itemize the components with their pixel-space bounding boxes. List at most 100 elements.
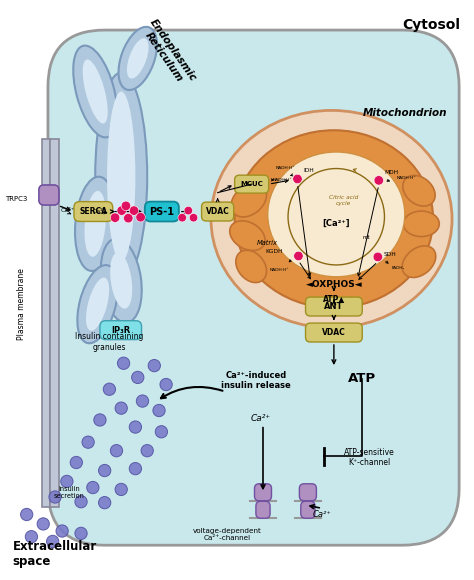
Circle shape xyxy=(56,525,68,537)
Circle shape xyxy=(70,456,82,469)
Text: ATP: ATP xyxy=(348,372,376,385)
Text: Matrix: Matrix xyxy=(257,240,278,246)
Circle shape xyxy=(75,495,87,508)
Circle shape xyxy=(374,176,383,185)
Circle shape xyxy=(153,404,165,416)
Ellipse shape xyxy=(268,152,405,277)
Text: Endoplasmic
Reticulum: Endoplasmic Reticulum xyxy=(138,17,198,90)
Text: SERCA: SERCA xyxy=(79,207,107,216)
FancyBboxPatch shape xyxy=(306,323,362,342)
Ellipse shape xyxy=(107,92,136,262)
Circle shape xyxy=(189,213,198,222)
Circle shape xyxy=(110,213,120,222)
Circle shape xyxy=(82,436,94,448)
Ellipse shape xyxy=(211,110,452,328)
Text: Ca²⁺: Ca²⁺ xyxy=(93,209,107,214)
Circle shape xyxy=(124,213,133,223)
Text: VDAC: VDAC xyxy=(206,207,229,216)
Circle shape xyxy=(61,475,73,488)
FancyBboxPatch shape xyxy=(255,484,272,501)
Circle shape xyxy=(129,462,142,475)
Ellipse shape xyxy=(73,46,117,137)
Text: voltage-dependent
Ca²⁺-channel: voltage-dependent Ca²⁺-channel xyxy=(193,528,262,541)
Text: MDH: MDH xyxy=(384,170,399,175)
Ellipse shape xyxy=(230,221,265,251)
Bar xyxy=(42,139,50,508)
Ellipse shape xyxy=(402,246,436,277)
Text: mt: mt xyxy=(362,235,370,240)
Ellipse shape xyxy=(118,27,157,90)
Text: ANT: ANT xyxy=(324,302,344,311)
Text: Ca²⁺: Ca²⁺ xyxy=(61,208,75,213)
Ellipse shape xyxy=(95,72,147,281)
Circle shape xyxy=(294,251,303,260)
Text: Cytosol: Cytosol xyxy=(402,18,460,32)
Circle shape xyxy=(184,206,192,215)
Circle shape xyxy=(118,357,130,369)
Text: Plasma membrane: Plasma membrane xyxy=(18,268,27,340)
Ellipse shape xyxy=(82,60,108,124)
Circle shape xyxy=(141,444,154,457)
Text: SDH: SDH xyxy=(383,252,396,257)
Text: FADH₂: FADH₂ xyxy=(392,266,405,270)
Text: NADH·H⁺: NADH·H⁺ xyxy=(275,166,295,171)
Circle shape xyxy=(373,252,383,262)
FancyBboxPatch shape xyxy=(201,202,234,221)
FancyBboxPatch shape xyxy=(306,297,362,316)
FancyBboxPatch shape xyxy=(39,185,59,205)
Ellipse shape xyxy=(86,278,109,331)
Text: TRPC3: TRPC3 xyxy=(5,196,28,202)
Circle shape xyxy=(132,371,144,383)
Circle shape xyxy=(129,421,142,433)
FancyBboxPatch shape xyxy=(145,202,179,222)
Ellipse shape xyxy=(110,252,132,309)
FancyBboxPatch shape xyxy=(39,185,59,205)
FancyBboxPatch shape xyxy=(235,175,269,193)
Text: NADH·H⁺: NADH·H⁺ xyxy=(397,176,416,180)
Text: KGDH: KGDH xyxy=(265,249,283,253)
Ellipse shape xyxy=(77,265,118,343)
Circle shape xyxy=(117,206,127,215)
Text: NADH·H⁺: NADH·H⁺ xyxy=(273,178,292,182)
Circle shape xyxy=(110,444,123,457)
Text: ◄OXPHOS◄: ◄OXPHOS◄ xyxy=(306,280,362,289)
Text: IDH: IDH xyxy=(304,168,314,173)
Text: Insulin containing
granules: Insulin containing granules xyxy=(75,332,144,351)
Circle shape xyxy=(148,360,160,372)
Circle shape xyxy=(103,383,116,396)
Ellipse shape xyxy=(235,130,433,308)
Text: Citric acid
cycle: Citric acid cycle xyxy=(328,195,358,205)
Circle shape xyxy=(178,213,186,222)
Circle shape xyxy=(46,535,59,548)
Text: Ca²⁺-induced
insulin release: Ca²⁺-induced insulin release xyxy=(221,371,291,390)
Text: Mitochondrion: Mitochondrion xyxy=(363,108,447,118)
Circle shape xyxy=(25,531,37,543)
Circle shape xyxy=(137,395,149,407)
Text: Ca²⁺: Ca²⁺ xyxy=(313,510,331,519)
Text: [Ca²⁺]: [Ca²⁺] xyxy=(322,219,350,229)
Text: VDAC: VDAC xyxy=(322,328,346,337)
Text: Extracellular
space: Extracellular space xyxy=(12,539,97,568)
Circle shape xyxy=(293,174,302,184)
Ellipse shape xyxy=(403,175,435,206)
Circle shape xyxy=(75,527,87,539)
Ellipse shape xyxy=(236,250,266,282)
FancyBboxPatch shape xyxy=(100,321,142,340)
Ellipse shape xyxy=(100,238,142,322)
Circle shape xyxy=(136,212,146,222)
Ellipse shape xyxy=(75,177,115,271)
Text: IP₃R: IP₃R xyxy=(111,326,130,335)
Circle shape xyxy=(99,496,111,509)
Circle shape xyxy=(155,426,167,438)
FancyBboxPatch shape xyxy=(48,30,459,545)
Text: MCUC: MCUC xyxy=(240,181,263,187)
Circle shape xyxy=(87,481,99,494)
Circle shape xyxy=(115,483,128,495)
FancyBboxPatch shape xyxy=(256,501,270,519)
Text: PS-1: PS-1 xyxy=(149,206,174,216)
Circle shape xyxy=(49,491,61,503)
Ellipse shape xyxy=(403,211,439,237)
Text: ATP▲: ATP▲ xyxy=(323,294,345,303)
Circle shape xyxy=(20,508,33,521)
Circle shape xyxy=(99,465,111,477)
